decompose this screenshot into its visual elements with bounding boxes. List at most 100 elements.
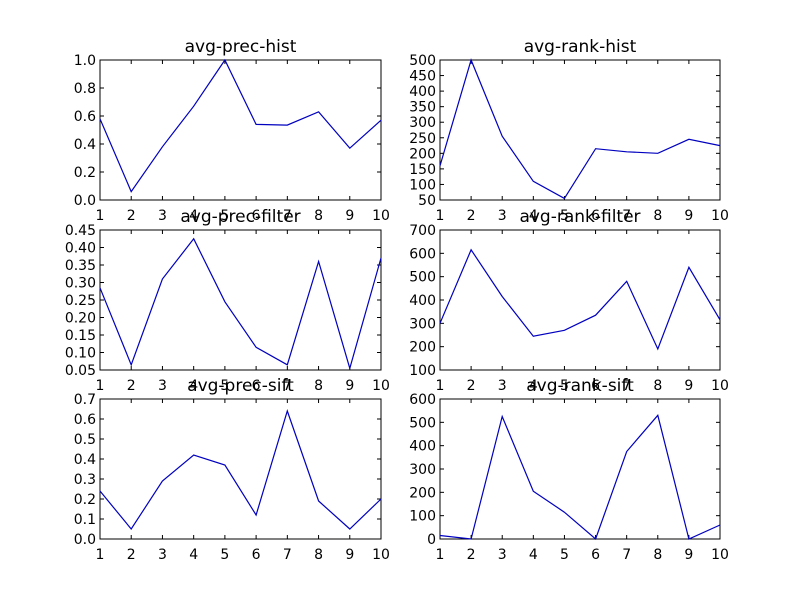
x-tick-label: 10 [372,547,390,563]
x-tick-label: 8 [314,547,323,563]
x-tick-label: 6 [252,208,261,224]
y-tick-label: 0.25 [65,293,96,309]
x-tick-label: 3 [158,378,167,394]
y-tick-label: 0.15 [65,328,96,344]
x-tick-label: 7 [622,547,631,563]
x-tick-label: 1 [96,378,105,394]
x-tick-label: 5 [560,208,569,224]
subplot-2: 1 2 3 4 5 6 7 8 9 10 50100150200250300350400450500… [409,37,729,224]
x-tick-label: 6 [252,547,261,563]
y-tick-label: 600 [409,392,436,408]
x-tick-label: 5 [560,378,569,394]
subplot-title: avg-prec-filter [180,207,300,227]
x-tick-label: 5 [220,547,229,563]
y-tick-label: 0.1 [74,512,96,528]
axes-frame [439,59,721,201]
y-tick-label: 450 [409,69,436,85]
x-tick-label: 10 [711,547,729,563]
y-tick-label: 0.20 [65,311,96,327]
y-tick-label: 500 [409,53,436,69]
x-tick-label: 7 [283,378,292,394]
x-tick-label: 3 [498,378,507,394]
y-tick-label: 150 [409,162,436,178]
x-tick-label: 8 [653,547,662,563]
y-tick-label: 300 [409,462,436,478]
y-tick-label: 100 [409,363,436,379]
y-tick-label: 200 [409,485,436,501]
y-tick-label: 400 [409,84,436,100]
subplot-5: 1 2 3 4 5 6 7 8 9 10 0.0 0.1 0.2 0.3 0.4 0.5 0.6 0.7 avg-p… [74,376,390,563]
y-tick-label: 200 [409,146,436,162]
y-tick-label: 0.0 [74,532,96,548]
y-tick-label: 1.0 [74,53,96,69]
x-tick-label: 9 [345,208,354,224]
x-tick-label: 2 [467,547,476,563]
y-tick-label: 0.2 [74,165,96,181]
x-tick-label: 4 [189,378,198,394]
y-tick-label: 300 [409,115,436,131]
x-tick-label: 10 [711,208,729,224]
x-tick-label: 7 [622,208,631,224]
axes-frame [99,398,382,540]
x-tick-label: 9 [345,547,354,563]
y-tick-label: 700 [409,223,436,239]
x-tick-label: 4 [189,547,198,563]
y-tick-label: 100 [409,177,436,193]
x-tick-label: 8 [314,378,323,394]
x-tick-label: 3 [498,208,507,224]
subplot-title: avg-prec-sift [187,376,294,396]
x-tick-label: 4 [189,208,198,224]
y-tick-label: 0.40 [65,241,96,257]
y-tick-label: 0.45 [65,223,96,239]
x-tick-label: 1 [96,547,105,563]
subplots-layer: 1 2 3 4 5 6 7 8 9 100.00.20.40.60.81.0avg-prec-hi… [65,37,729,563]
y-tick-label: 0.4 [74,137,96,153]
y-tick-label: 0.2 [74,492,96,508]
y-tick-label: 0.5 [74,432,96,448]
subplot-3: 1 2 3 4 5 6 7 8 9 100.050.100.150.200.250.300.350… [65,207,390,394]
x-tick-label: 4 [529,547,538,563]
x-tick-label: 5 [220,208,229,224]
y-tick-label: 0.4 [74,452,96,468]
y-tick-label: 200 [409,340,436,356]
y-tick-label: 350 [409,100,436,116]
x-tick-label: 1 [96,208,105,224]
y-tick-label: 500 [409,270,436,286]
y-tick-label: 400 [409,293,436,309]
y-tick-label: 0.6 [74,109,96,125]
y-tick-label: 250 [409,131,436,147]
x-tick-label: 9 [345,378,354,394]
x-tick-label: 2 [467,208,476,224]
subplot-6: 1 2 3 4 5 6 7 8 9 100100200300400500600avg-rank-s… [409,376,729,563]
x-tick-label: 8 [653,378,662,394]
x-tick-label: 7 [283,547,292,563]
y-tick-label: 300 [409,316,436,332]
y-tick-label: 0.0 [74,193,96,209]
y-tick-label: 500 [409,415,436,431]
x-tick-label: 4 [529,208,538,224]
x-tick-label: 2 [127,378,136,394]
x-tick-label: 9 [684,208,693,224]
y-tick-label: 0 [427,532,436,548]
x-tick-label: 10 [372,208,390,224]
x-tick-label: 6 [591,378,600,394]
y-tick-label: 600 [409,246,436,262]
x-tick-label: 1 [436,208,445,224]
x-tick-label: 1 [436,547,445,563]
x-tick-label: 2 [127,208,136,224]
x-tick-label: 8 [653,208,662,224]
axes-frame [99,59,382,201]
subplot-title: avg-prec-hist [185,37,297,57]
subplot-title: avg-rank-hist [524,37,637,57]
x-tick-label: 6 [591,208,600,224]
subplot-4: 1 2 3 4 5 6 7 8 9 10 100 200 300 400 500 600 700 avg-rank… [409,207,729,394]
x-tick-label: 9 [684,378,693,394]
x-tick-label: 10 [711,378,729,394]
y-tick-label: 0.30 [65,276,96,292]
x-tick-label: 7 [622,378,631,394]
y-tick-label: 0.35 [65,258,96,274]
x-tick-label: 2 [467,378,476,394]
x-tick-label: 6 [591,547,600,563]
x-tick-label: 10 [372,378,390,394]
